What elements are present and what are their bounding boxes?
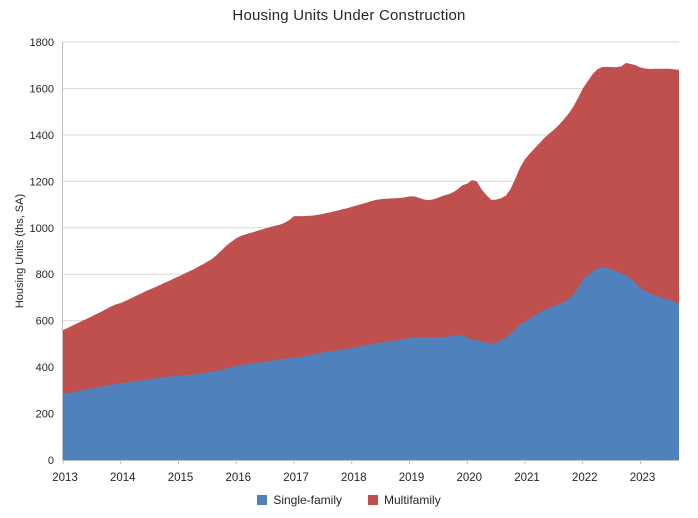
svg-text:2023: 2023 — [630, 472, 656, 484]
svg-text:1600: 1600 — [30, 83, 54, 95]
legend: Single-family Multifamily — [0, 493, 698, 507]
axes — [62, 42, 679, 461]
svg-text:1400: 1400 — [30, 130, 54, 142]
svg-text:2020: 2020 — [456, 472, 482, 484]
legend-item-single-family: Single-family — [257, 493, 342, 507]
svg-text:200: 200 — [36, 409, 54, 421]
svg-text:1800: 1800 — [30, 37, 54, 49]
svg-text:800: 800 — [36, 269, 54, 281]
y-tick-labels: 0 200 400 600 800 1000 1200 1400 1600 1800 — [30, 37, 54, 467]
svg-text:1200: 1200 — [30, 176, 54, 188]
area-single-family — [63, 267, 679, 460]
svg-text:2018: 2018 — [341, 472, 367, 484]
svg-text:2015: 2015 — [168, 472, 194, 484]
single-family-swatch-icon — [257, 495, 268, 505]
x-tick-labels: 2013 2014 2015 2016 2017 2018 2019 2020 2021 2022… — [52, 460, 655, 484]
svg-text:0: 0 — [48, 455, 54, 467]
legend-item-multifamily: Multifamily — [368, 493, 441, 507]
legend-label-single-family: Single-family — [273, 493, 343, 507]
svg-text:400: 400 — [36, 362, 54, 374]
svg-text:2014: 2014 — [110, 472, 136, 484]
svg-text:2019: 2019 — [399, 472, 425, 484]
svg-text:2022: 2022 — [572, 472, 598, 484]
svg-text:1000: 1000 — [30, 223, 54, 235]
svg-text:600: 600 — [36, 316, 54, 328]
chart-title: Housing Units Under Construction — [232, 7, 466, 24]
svg-text:2017: 2017 — [283, 472, 309, 484]
svg-text:2013: 2013 — [52, 472, 78, 484]
svg-text:2016: 2016 — [225, 472, 251, 484]
multifamily-swatch-icon — [368, 495, 379, 505]
svg-text:2021: 2021 — [514, 472, 540, 484]
legend-label-multifamily: Multifamily — [384, 493, 441, 507]
